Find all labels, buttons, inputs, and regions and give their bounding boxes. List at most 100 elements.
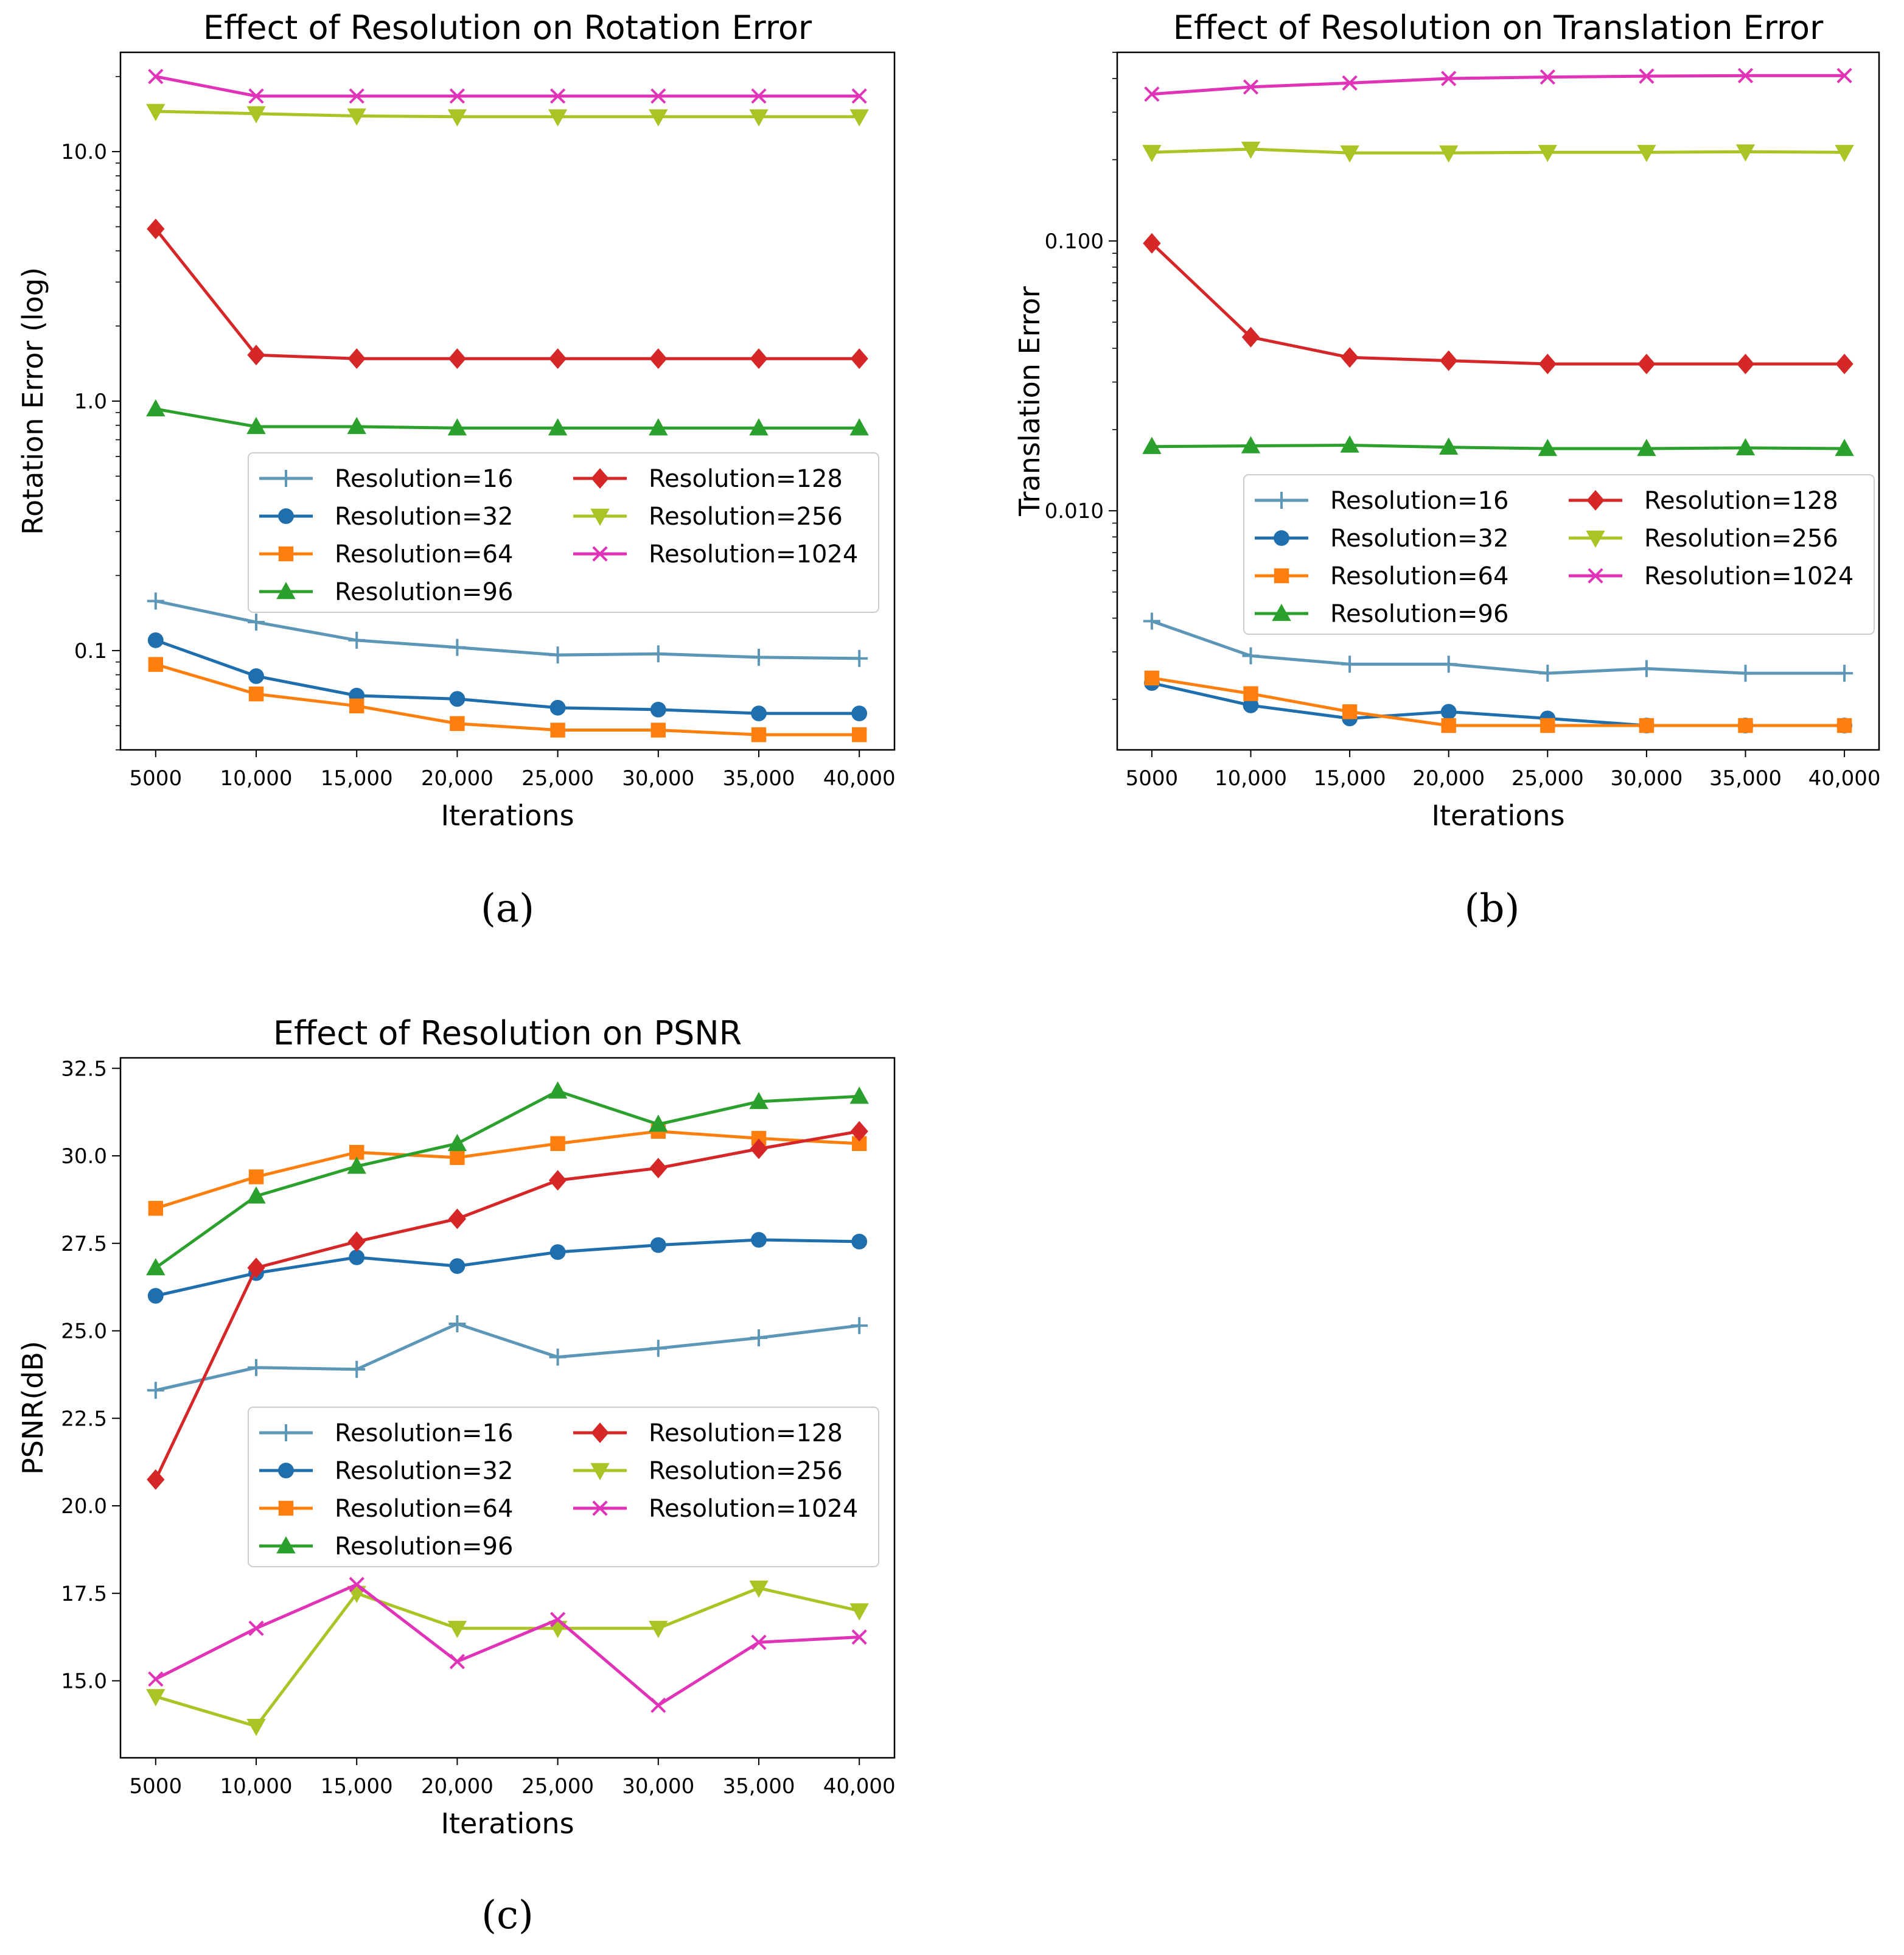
data-point bbox=[1738, 718, 1753, 733]
legend-marker bbox=[1588, 568, 1603, 584]
series-line bbox=[155, 110, 860, 119]
data-point bbox=[650, 722, 666, 738]
data-point bbox=[751, 705, 767, 722]
data-point bbox=[749, 1580, 769, 1598]
data-point bbox=[750, 1329, 767, 1346]
data-point bbox=[548, 418, 568, 436]
data-point bbox=[1243, 79, 1259, 95]
chart-title: Effect of Resolution on PSNR bbox=[273, 1014, 742, 1052]
x-tick-label: 5000 bbox=[130, 766, 183, 791]
data-point bbox=[1142, 436, 1162, 454]
data-point bbox=[650, 88, 666, 104]
data-point bbox=[347, 1156, 366, 1174]
x-tick-label: 10,000 bbox=[1215, 766, 1287, 791]
data-point bbox=[449, 1654, 466, 1670]
series-line bbox=[155, 1583, 860, 1707]
series-line bbox=[155, 407, 860, 430]
series-resolution-16 bbox=[147, 592, 868, 667]
data-point bbox=[1142, 145, 1162, 163]
series-resolution-256 bbox=[146, 1580, 869, 1736]
legend-label: Resolution=256 bbox=[649, 503, 843, 531]
series-line bbox=[1151, 620, 1845, 675]
series-line bbox=[155, 75, 860, 98]
legend-marker bbox=[1272, 603, 1291, 621]
data-point bbox=[246, 1719, 266, 1736]
data-point bbox=[1143, 612, 1160, 630]
y-axis-label: PSNR(dB) bbox=[16, 1341, 49, 1475]
data-point bbox=[447, 418, 467, 436]
legend-marker bbox=[278, 1500, 294, 1516]
legend-label: Resolution=128 bbox=[649, 1419, 843, 1447]
data-point bbox=[1836, 718, 1852, 733]
data-point bbox=[1342, 75, 1358, 91]
data-point bbox=[147, 1288, 164, 1304]
data-point bbox=[749, 418, 769, 436]
plot-frame bbox=[119, 51, 896, 751]
x-tick-label: 25,000 bbox=[521, 1774, 594, 1799]
data-point bbox=[1540, 69, 1555, 85]
legend-marker bbox=[591, 1422, 609, 1443]
data-point bbox=[1341, 656, 1359, 673]
data-point bbox=[1340, 435, 1359, 453]
y-tick-label: 0.100 bbox=[1045, 229, 1104, 254]
series-resolution-32 bbox=[147, 1232, 868, 1304]
data-point bbox=[347, 416, 366, 435]
data-point bbox=[248, 1620, 264, 1636]
data-point bbox=[347, 108, 366, 126]
data-point bbox=[450, 716, 465, 731]
data-point bbox=[348, 631, 366, 649]
x-tick-label: 10,000 bbox=[220, 1774, 293, 1799]
series-resolution-16 bbox=[1143, 612, 1853, 682]
series-line bbox=[155, 600, 860, 660]
legend-label: Resolution=256 bbox=[649, 1457, 843, 1485]
data-point bbox=[1737, 68, 1754, 83]
x-tick-label: 20,000 bbox=[1412, 766, 1485, 791]
x-tick-label: 30,000 bbox=[622, 1774, 694, 1799]
legend-box bbox=[248, 1407, 879, 1567]
legend-label: Resolution=64 bbox=[335, 540, 513, 568]
data-point bbox=[849, 418, 869, 436]
data-point bbox=[1637, 438, 1656, 456]
x-tick-label: 30,000 bbox=[1610, 766, 1683, 791]
data-point bbox=[1144, 86, 1160, 102]
legend-label: Resolution=32 bbox=[335, 1457, 513, 1485]
series-resolution-128 bbox=[147, 219, 868, 369]
data-point bbox=[246, 1186, 266, 1204]
series-line bbox=[155, 1089, 860, 1270]
y-tick-label: 0.1 bbox=[74, 639, 107, 663]
x-tick-label: 35,000 bbox=[723, 1774, 795, 1799]
data-point bbox=[349, 1249, 365, 1265]
data-point bbox=[1538, 145, 1557, 163]
legend-label: Resolution=96 bbox=[335, 1533, 513, 1561]
series-line bbox=[155, 1322, 860, 1392]
data-point bbox=[447, 1621, 467, 1638]
data-point bbox=[248, 686, 264, 702]
data-point bbox=[1637, 354, 1656, 374]
data-point bbox=[851, 88, 867, 104]
series-resolution-96 bbox=[146, 1081, 869, 1276]
data-point bbox=[1736, 354, 1755, 374]
data-point bbox=[1342, 704, 1358, 719]
data-point bbox=[751, 727, 767, 743]
legend-marker bbox=[590, 508, 610, 526]
legend: Resolution=16 Resolution=32 Resolution=64 R… bbox=[1243, 474, 1875, 635]
data-point bbox=[1737, 665, 1754, 682]
legend-label: Resolution=96 bbox=[1330, 600, 1508, 628]
x-tick-label: 30,000 bbox=[622, 766, 694, 791]
x-axis-label: Iterations bbox=[441, 1807, 574, 1840]
data-point bbox=[1439, 145, 1459, 163]
chart-panel-2: Effect of Resolution on Translation Erro… bbox=[1013, 9, 1881, 832]
data-point bbox=[548, 1170, 567, 1191]
legend-marker bbox=[591, 468, 609, 489]
series-line bbox=[1151, 676, 1845, 727]
data-point bbox=[650, 701, 666, 718]
data-point bbox=[851, 1629, 867, 1645]
y-tick-label: 22.5 bbox=[61, 1407, 107, 1431]
legend-marker bbox=[278, 508, 294, 524]
legend-label: Resolution=64 bbox=[1330, 562, 1508, 590]
y-tick-label: 10.0 bbox=[61, 140, 107, 164]
data-point bbox=[649, 1114, 668, 1132]
legend-marker bbox=[277, 470, 295, 487]
data-point bbox=[851, 1233, 868, 1250]
